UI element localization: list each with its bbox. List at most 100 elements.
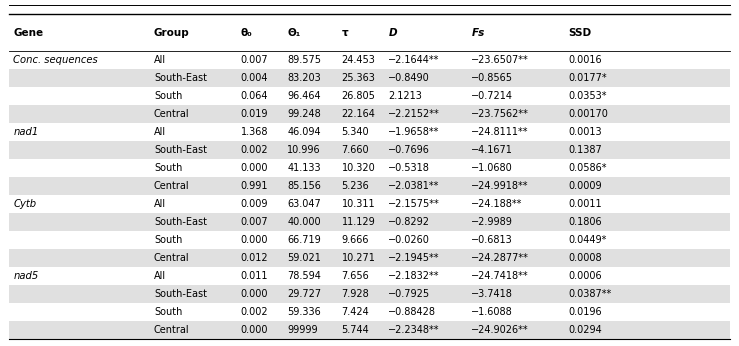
Bar xyxy=(9,321,730,339)
Text: All: All xyxy=(154,271,166,281)
Text: −2.1575**: −2.1575** xyxy=(389,199,440,209)
Text: 1.368: 1.368 xyxy=(240,127,268,137)
Text: 83.203: 83.203 xyxy=(287,73,321,83)
Text: 99999: 99999 xyxy=(287,325,318,335)
Text: −0.0260: −0.0260 xyxy=(389,235,430,245)
Text: 59.021: 59.021 xyxy=(287,253,321,263)
Text: 0.991: 0.991 xyxy=(240,181,268,191)
Text: −0.7696: −0.7696 xyxy=(389,145,430,155)
Text: 26.805: 26.805 xyxy=(341,91,375,101)
Text: Group: Group xyxy=(154,28,190,38)
Text: 0.007: 0.007 xyxy=(240,55,268,65)
Text: Conc. sequences: Conc. sequences xyxy=(13,55,98,65)
Text: 0.007: 0.007 xyxy=(240,217,268,227)
Text: 0.1387: 0.1387 xyxy=(569,145,602,155)
Text: 0.000: 0.000 xyxy=(240,235,268,245)
Text: 0.0008: 0.0008 xyxy=(569,253,602,263)
Text: 9.666: 9.666 xyxy=(341,235,369,245)
Text: 0.012: 0.012 xyxy=(240,253,268,263)
Text: South: South xyxy=(154,163,183,173)
Text: 0.000: 0.000 xyxy=(240,289,268,299)
Text: 0.009: 0.009 xyxy=(240,199,268,209)
Text: South-East: South-East xyxy=(154,145,207,155)
Text: South: South xyxy=(154,235,183,245)
Text: 0.0009: 0.0009 xyxy=(569,181,602,191)
Text: 0.064: 0.064 xyxy=(240,91,268,101)
Text: 46.094: 46.094 xyxy=(287,127,321,137)
Text: 40.000: 40.000 xyxy=(287,217,321,227)
Text: −0.8490: −0.8490 xyxy=(389,73,430,83)
Text: 0.000: 0.000 xyxy=(240,163,268,173)
Text: 10.320: 10.320 xyxy=(341,163,375,173)
Bar xyxy=(9,303,730,321)
Text: θ₀: θ₀ xyxy=(240,28,252,38)
Text: 41.133: 41.133 xyxy=(287,163,321,173)
Text: 5.744: 5.744 xyxy=(341,325,370,335)
Text: 96.464: 96.464 xyxy=(287,91,321,101)
Text: 78.594: 78.594 xyxy=(287,271,321,281)
Bar xyxy=(9,51,730,69)
Text: 10.271: 10.271 xyxy=(341,253,375,263)
Text: Gene: Gene xyxy=(13,28,44,38)
Text: −0.8292: −0.8292 xyxy=(389,217,430,227)
Text: 0.011: 0.011 xyxy=(240,271,268,281)
Text: −1.9658**: −1.9658** xyxy=(389,127,440,137)
Text: 0.0586*: 0.0586* xyxy=(569,163,607,173)
Text: −2.0381**: −2.0381** xyxy=(389,181,440,191)
Bar xyxy=(9,285,730,303)
Text: 0.0013: 0.0013 xyxy=(569,127,602,137)
Text: −0.5318: −0.5318 xyxy=(389,163,430,173)
Text: −1.0680: −1.0680 xyxy=(471,163,513,173)
Text: South-East: South-East xyxy=(154,289,207,299)
Text: 0.00170: 0.00170 xyxy=(569,109,608,119)
Text: 0.0177*: 0.0177* xyxy=(569,73,607,83)
Text: −24.9026**: −24.9026** xyxy=(471,325,529,335)
Text: 10.996: 10.996 xyxy=(287,145,321,155)
Bar xyxy=(9,267,730,285)
Text: 66.719: 66.719 xyxy=(287,235,321,245)
Bar xyxy=(9,195,730,213)
Text: −23.6507**: −23.6507** xyxy=(471,55,529,65)
Bar xyxy=(9,213,730,231)
Text: nad1: nad1 xyxy=(13,127,38,137)
Text: −2.1832**: −2.1832** xyxy=(389,271,440,281)
Bar xyxy=(9,249,730,267)
Text: 0.0387**: 0.0387** xyxy=(569,289,612,299)
Text: −2.2348**: −2.2348** xyxy=(389,325,440,335)
Text: −0.6813: −0.6813 xyxy=(471,235,513,245)
Text: 0.0294: 0.0294 xyxy=(569,325,602,335)
Text: South-East: South-East xyxy=(154,73,207,83)
Text: nad5: nad5 xyxy=(13,271,38,281)
Text: −24.188**: −24.188** xyxy=(471,199,522,209)
Bar xyxy=(9,87,730,105)
Text: 63.047: 63.047 xyxy=(287,199,321,209)
Text: 0.0449*: 0.0449* xyxy=(569,235,607,245)
Text: 59.336: 59.336 xyxy=(287,307,321,317)
Text: 99.248: 99.248 xyxy=(287,109,321,119)
Text: 7.424: 7.424 xyxy=(341,307,370,317)
Text: Fs: Fs xyxy=(471,28,485,38)
Text: 89.575: 89.575 xyxy=(287,55,321,65)
Bar xyxy=(9,177,730,195)
Text: All: All xyxy=(154,55,166,65)
Text: 0.0006: 0.0006 xyxy=(569,271,602,281)
Text: Central: Central xyxy=(154,181,190,191)
Text: All: All xyxy=(154,127,166,137)
Text: 5.340: 5.340 xyxy=(341,127,369,137)
Text: 85.156: 85.156 xyxy=(287,181,321,191)
Text: 10.311: 10.311 xyxy=(341,199,375,209)
Text: 5.236: 5.236 xyxy=(341,181,370,191)
Bar xyxy=(9,159,730,177)
Text: 7.660: 7.660 xyxy=(341,145,369,155)
Text: Cytb: Cytb xyxy=(13,199,36,209)
Text: 0.0011: 0.0011 xyxy=(569,199,602,209)
Text: Central: Central xyxy=(154,253,190,263)
Text: −24.2877**: −24.2877** xyxy=(471,253,529,263)
Text: 24.453: 24.453 xyxy=(341,55,375,65)
Text: −3.7418: −3.7418 xyxy=(471,289,513,299)
Text: 25.363: 25.363 xyxy=(341,73,375,83)
Text: −2.1945**: −2.1945** xyxy=(389,253,440,263)
Bar xyxy=(9,69,730,87)
Text: −2.9989: −2.9989 xyxy=(471,217,513,227)
Text: All: All xyxy=(154,199,166,209)
